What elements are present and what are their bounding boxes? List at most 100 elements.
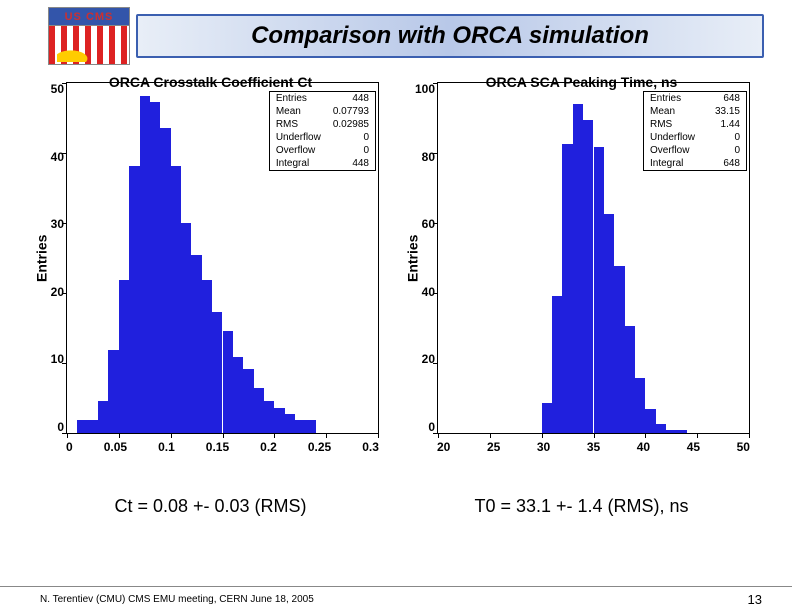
- footer-text: N. Terentiev (CMU) CMS EMU meeting, CERN…: [40, 594, 314, 605]
- histogram-bar: [243, 369, 253, 433]
- stat-cell: 648: [706, 92, 746, 105]
- histogram-bar: [129, 166, 139, 433]
- ytick: 0: [428, 420, 435, 434]
- histogram-bar: [160, 128, 170, 433]
- xtick: 0: [66, 440, 73, 454]
- xtick: 40: [637, 440, 650, 454]
- stat-row: Entries648: [644, 92, 746, 105]
- yticks-right: 100 80 60 40 20 0: [411, 82, 435, 434]
- histogram-bar: [666, 430, 676, 433]
- histogram-bar: [274, 408, 284, 433]
- histogram-bar: [676, 430, 686, 433]
- stat-cell: 448: [327, 92, 375, 105]
- chart-crosstalk: Entries 50403020100 Entries448Mean0.0779…: [40, 72, 381, 517]
- stat-cell: 0: [327, 144, 375, 157]
- stat-row: Underflow0: [644, 131, 746, 144]
- logo-graphic: [49, 26, 129, 64]
- histogram-bar: [77, 420, 87, 433]
- xtick: 0.15: [206, 440, 229, 454]
- stat-cell: Overflow: [644, 144, 706, 157]
- histogram-bar: [202, 280, 212, 433]
- stat-cell: Underflow: [270, 131, 327, 144]
- page-number: 13: [748, 592, 762, 607]
- stat-row: Overflow0: [270, 144, 375, 157]
- stat-cell: Entries: [644, 92, 706, 105]
- histogram-bar: [150, 102, 160, 433]
- histogram-bar: [171, 166, 181, 433]
- stat-cell: 0: [327, 131, 375, 144]
- xtick: 25: [487, 440, 500, 454]
- yticks-left: 50403020100: [40, 82, 64, 434]
- histogram-bar: [583, 120, 593, 433]
- ytick: 10: [51, 352, 64, 366]
- histogram-bar: [542, 403, 552, 433]
- charts-row: Entries 50403020100 Entries448Mean0.0779…: [40, 72, 752, 517]
- histogram-bar: [552, 296, 562, 433]
- ytick: 20: [422, 352, 435, 366]
- stat-cell: Underflow: [644, 131, 706, 144]
- histogram-bar: [254, 388, 264, 433]
- ytick: 60: [422, 217, 435, 231]
- histogram-bar: [223, 331, 233, 433]
- stat-row: Integral448: [270, 157, 375, 170]
- histogram-bar: [264, 401, 274, 433]
- xtick: 30: [537, 440, 550, 454]
- histogram-bar: [594, 147, 604, 433]
- logo-text: US CMS: [49, 8, 129, 26]
- stat-row: Overflow0: [644, 144, 746, 157]
- stat-cell: Integral: [270, 157, 327, 170]
- histogram-bar: [573, 104, 583, 433]
- xticks-left: 00.050.10.150.20.250.3: [66, 440, 379, 454]
- stat-cell: RMS: [644, 118, 706, 131]
- histogram-bar: [233, 357, 243, 433]
- stat-cell: 0: [706, 144, 746, 157]
- histogram-bar: [614, 266, 624, 433]
- histogram-bar: [562, 144, 572, 433]
- ytick: 100: [415, 82, 435, 96]
- stat-cell: 0: [706, 131, 746, 144]
- title-bar: US CMS Comparison with ORCA simulation: [0, 0, 792, 72]
- xtick: 35: [587, 440, 600, 454]
- uscms-logo: US CMS: [48, 7, 130, 65]
- stat-cell: 1.44: [706, 118, 746, 131]
- stat-row: RMS1.44: [644, 118, 746, 131]
- stats-box-left: Entries448Mean0.07793RMS0.02985Underflow…: [269, 91, 376, 171]
- stat-row: Mean33.15: [644, 105, 746, 118]
- stat-cell: Overflow: [270, 144, 327, 157]
- stat-cell: RMS: [270, 118, 327, 131]
- stat-cell: Entries: [270, 92, 327, 105]
- histogram-bar: [88, 420, 98, 433]
- histogram-bar: [98, 401, 108, 433]
- xtick: 0.05: [104, 440, 127, 454]
- stat-cell: 0.02985: [327, 118, 375, 131]
- stat-row: Mean0.07793: [270, 105, 375, 118]
- ytick: 0: [57, 420, 64, 434]
- xtick: 0.1: [158, 440, 175, 454]
- histogram-bar: [119, 280, 129, 433]
- stat-cell: 33.15: [706, 105, 746, 118]
- histogram-bar: [108, 350, 118, 433]
- stat-cell: 0.07793: [327, 105, 375, 118]
- xtick: 20: [437, 440, 450, 454]
- stat-cell: Integral: [644, 157, 706, 170]
- xtick: 45: [687, 440, 700, 454]
- stat-cell: Mean: [644, 105, 706, 118]
- stats-box-right: Entries648Mean33.15RMS1.44Underflow0Over…: [643, 91, 747, 171]
- stat-row: RMS0.02985: [270, 118, 375, 131]
- xtick: 50: [737, 440, 750, 454]
- stat-row: Entries448: [270, 92, 375, 105]
- histogram-bar: [656, 424, 666, 433]
- xticks-right: 20 25 30 35 40 45 50: [437, 440, 750, 454]
- ytick: 40: [51, 150, 64, 164]
- stat-cell: 648: [706, 157, 746, 170]
- histogram-bar: [645, 409, 655, 433]
- page-title: Comparison with ORCA simulation: [136, 14, 764, 58]
- histogram-bar: [635, 378, 645, 433]
- ytick: 40: [422, 285, 435, 299]
- ytick: 30: [51, 217, 64, 231]
- histogram-bar: [181, 223, 191, 433]
- histogram-bar: [285, 414, 295, 433]
- stat-row: Integral648: [644, 157, 746, 170]
- histogram-bar: [212, 312, 222, 433]
- ytick: 80: [422, 150, 435, 164]
